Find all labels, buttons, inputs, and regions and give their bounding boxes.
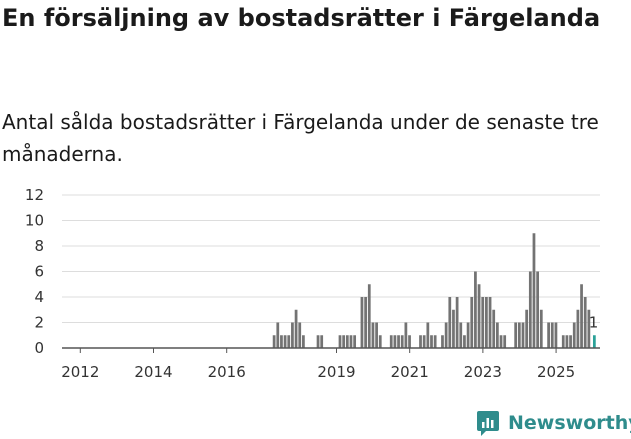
- x-tick-label: 2021: [391, 363, 429, 381]
- bar: [583, 297, 587, 348]
- data-label: 1: [589, 313, 599, 331]
- bar: [481, 297, 485, 348]
- bar: [433, 335, 437, 348]
- bar: [400, 335, 404, 348]
- bar: [371, 322, 375, 348]
- y-tick-label: 10: [25, 212, 44, 230]
- x-tick-label: 2019: [317, 363, 355, 381]
- bar: [459, 322, 463, 348]
- bar: [375, 322, 378, 348]
- bar: [448, 297, 452, 348]
- bar: [353, 335, 357, 348]
- bar: [283, 335, 287, 348]
- bar: [455, 297, 459, 348]
- bar: [338, 335, 342, 348]
- chart-title: En försäljning av bostadsrätter i Färgel…: [2, 4, 601, 32]
- bar: [539, 309, 543, 348]
- bar: [587, 309, 591, 348]
- x-tick-label: 2016: [208, 363, 246, 381]
- bar: [444, 322, 448, 348]
- y-tick-label: 12: [25, 186, 44, 204]
- bar-chart: 0 2 4 6 8 10 12 1 2012 2014 2016 2019 2021 2023 2025: [25, 186, 600, 381]
- bar: [349, 335, 353, 348]
- bar: [280, 335, 283, 348]
- y-tick-label: 2: [34, 314, 44, 332]
- x-tick-label: 2012: [61, 363, 99, 381]
- bar: [463, 335, 466, 348]
- bar: [276, 322, 280, 348]
- bar: [470, 297, 474, 348]
- bar: [569, 335, 572, 348]
- bar: [485, 297, 488, 348]
- bar: [495, 322, 499, 348]
- tick-labels: 0 2 4 6 8 10 12 1 2012 2014 2016 2019 2021 2023 2025: [25, 186, 598, 381]
- bar: [536, 271, 540, 348]
- bar: [528, 271, 532, 348]
- newsworthy-logo-icon: [477, 411, 499, 436]
- bar: [419, 335, 422, 348]
- chart-subtitle: Antal sålda bostadsrätter i Färgelanda u…: [2, 110, 599, 166]
- axes: [62, 347, 600, 353]
- bar: [367, 284, 371, 348]
- bar: [580, 284, 583, 348]
- bar: [521, 322, 525, 348]
- bar: [397, 335, 400, 348]
- bar: [360, 297, 364, 348]
- bar: [477, 284, 481, 348]
- bar: [576, 309, 580, 348]
- bar: [561, 335, 565, 348]
- bar: [554, 322, 558, 348]
- bar: [503, 335, 507, 348]
- bar: [364, 297, 367, 348]
- brand-name: Newsworthy: [508, 412, 631, 434]
- bar: [404, 322, 408, 348]
- bar: [565, 335, 569, 348]
- bar: [302, 335, 305, 348]
- bar: [430, 335, 433, 348]
- highlighted-bar: [592, 335, 596, 348]
- x-tick-label: 2025: [537, 363, 575, 381]
- bar: [393, 335, 397, 348]
- bar: [532, 233, 536, 348]
- bar: [291, 322, 294, 348]
- x-tick-label: 2014: [134, 363, 172, 381]
- y-tick-label: 4: [34, 288, 44, 306]
- bar: [426, 322, 430, 348]
- y-tick-label: 8: [34, 237, 44, 255]
- bar: [272, 335, 276, 348]
- bar: [547, 322, 550, 348]
- y-tick-label: 0: [34, 339, 44, 357]
- brand[interactable]: Newsworthy: [476, 408, 631, 438]
- x-tick-label: 2023: [464, 363, 502, 381]
- bar: [345, 335, 349, 348]
- bar: [320, 335, 324, 348]
- gridlines: [62, 194, 600, 323]
- bar: [342, 335, 346, 348]
- bar: [572, 322, 576, 348]
- bar: [294, 309, 298, 348]
- bar: [298, 322, 302, 348]
- bar: [378, 335, 382, 348]
- bar: [316, 335, 320, 348]
- bars: [272, 233, 596, 348]
- bar: [466, 322, 470, 348]
- bar: [492, 309, 496, 348]
- bar: [389, 335, 393, 348]
- bar: [287, 335, 291, 348]
- bar: [514, 322, 518, 348]
- y-tick-label: 6: [34, 263, 44, 281]
- bar: [499, 335, 503, 348]
- bar: [408, 335, 411, 348]
- bar: [452, 309, 455, 348]
- bar: [441, 335, 444, 348]
- bar: [550, 322, 554, 348]
- bar: [525, 309, 529, 348]
- bar: [517, 322, 521, 348]
- bar: [474, 271, 477, 348]
- bar: [422, 335, 426, 348]
- bar: [488, 297, 492, 348]
